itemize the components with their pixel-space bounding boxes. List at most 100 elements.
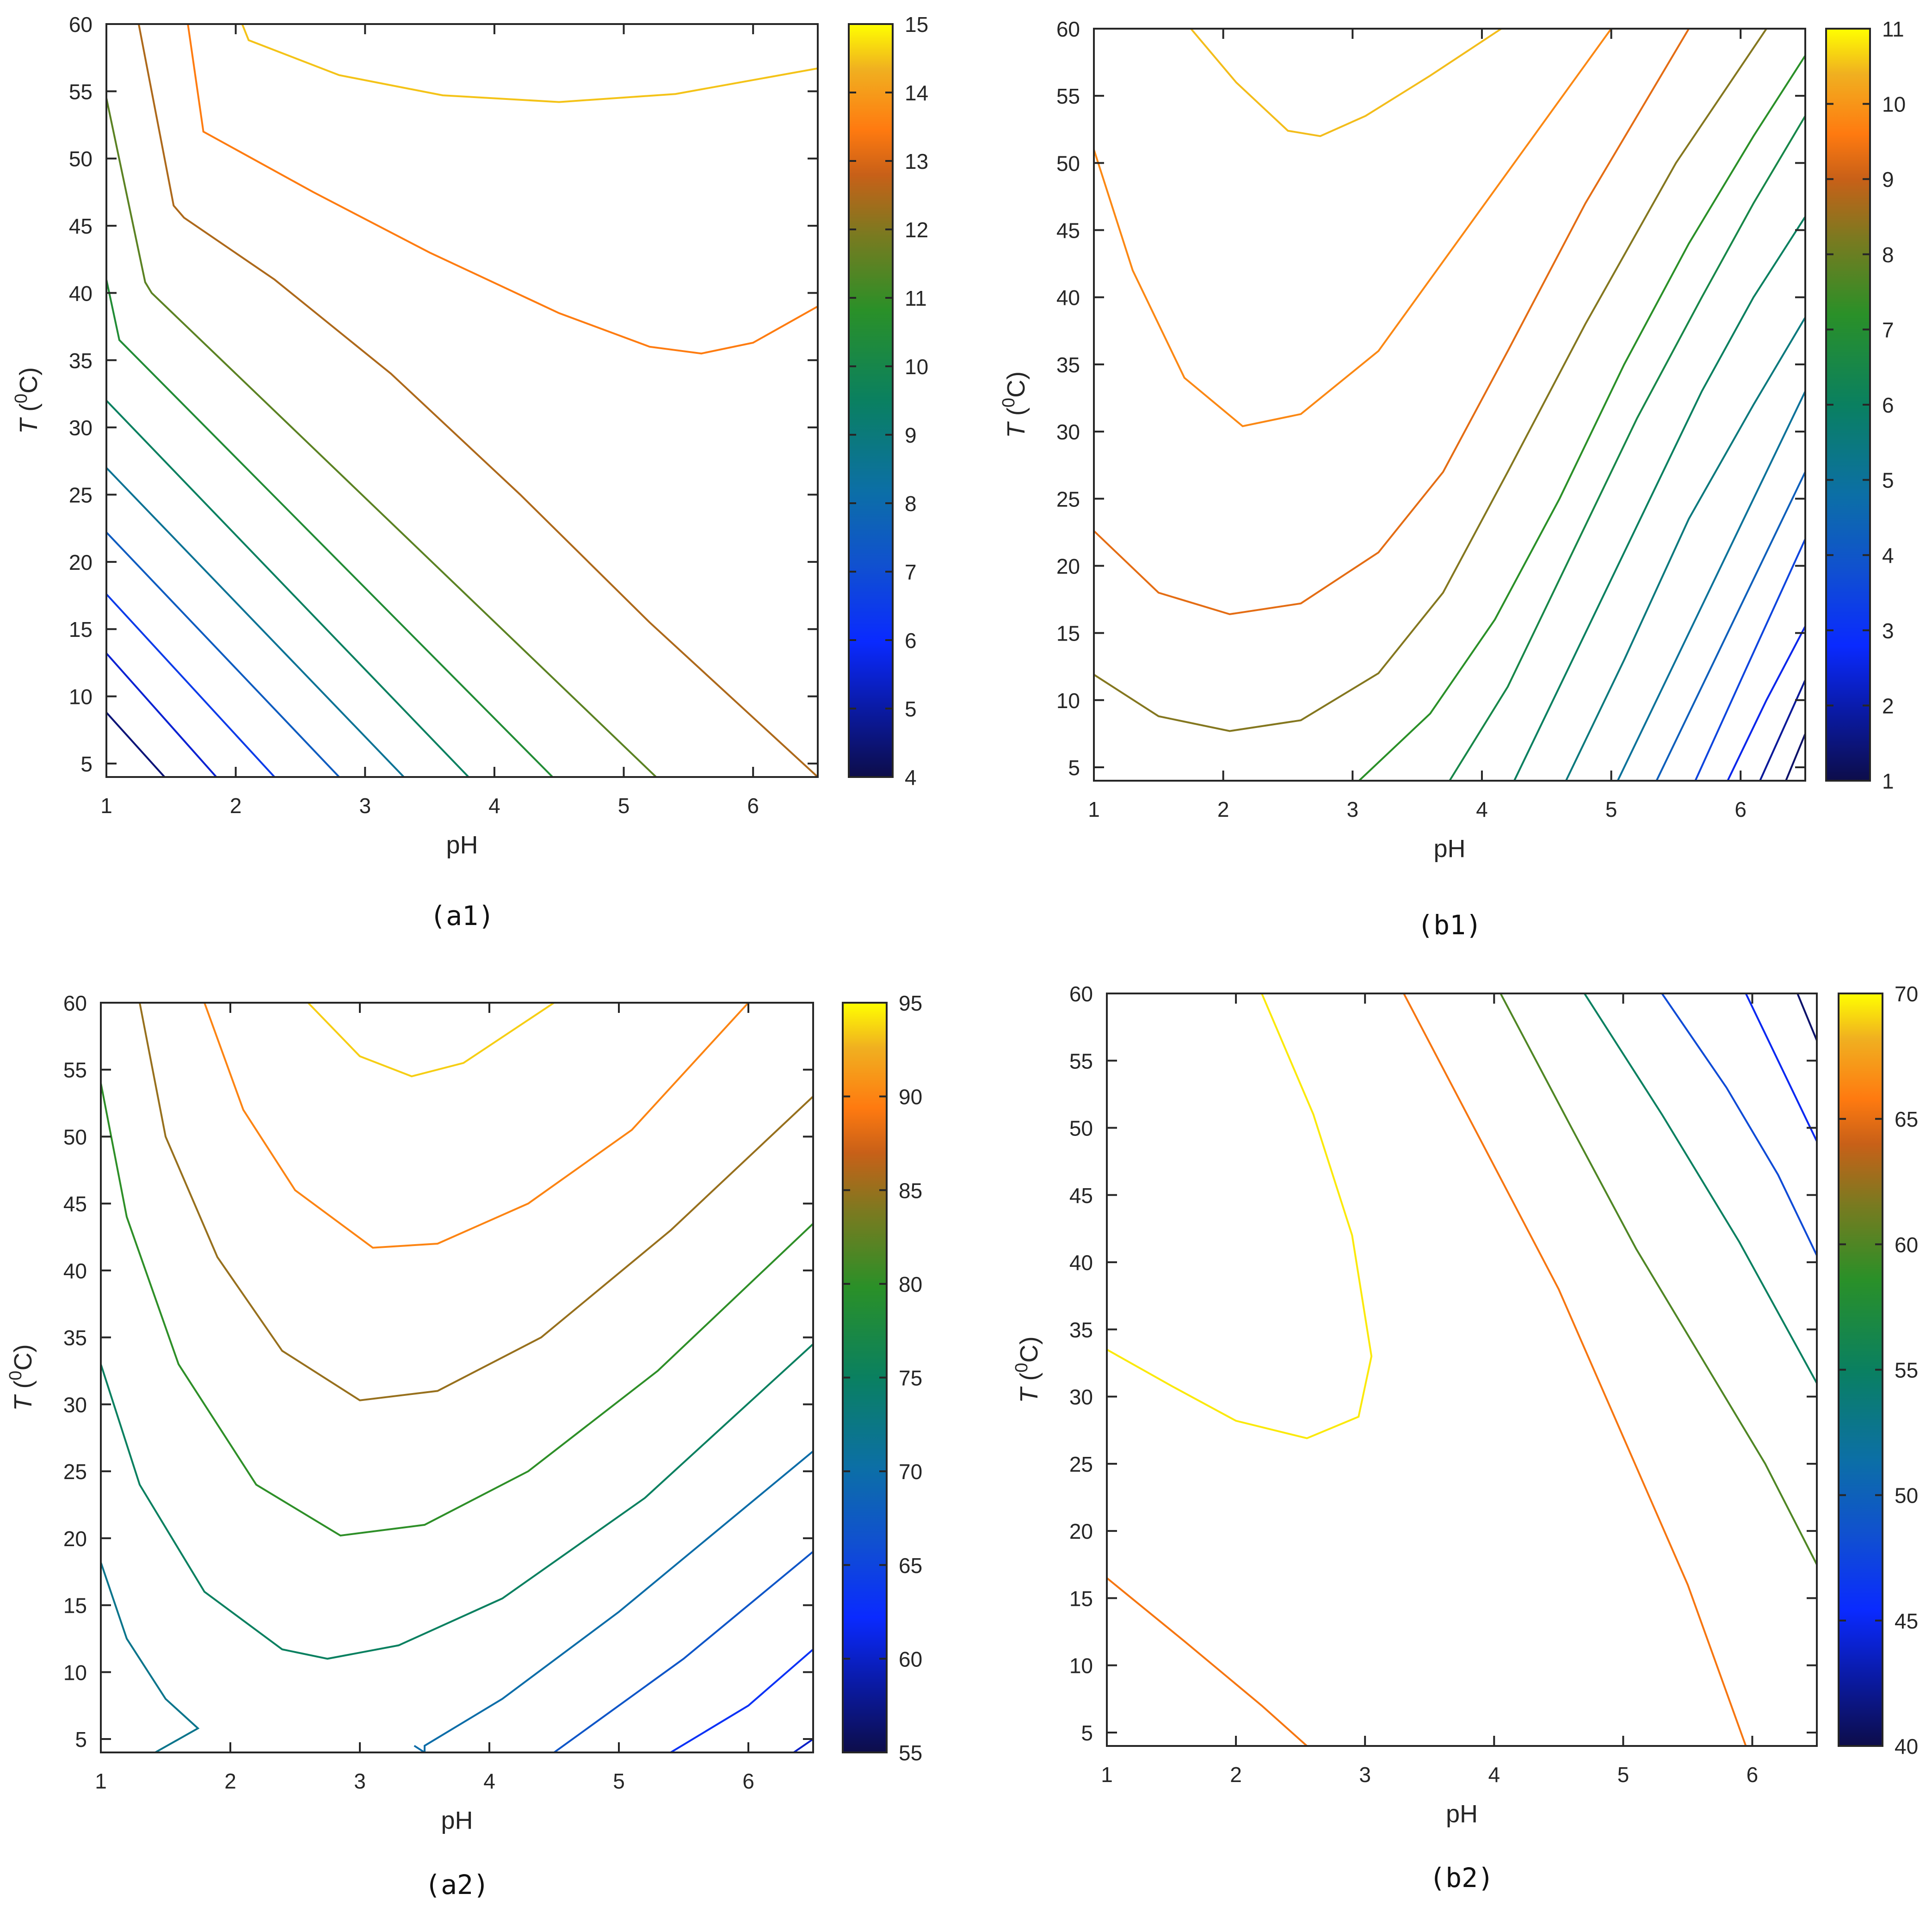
colorbar-tick-label: 8 [905,492,917,516]
x-tick-label: 6 [747,794,759,818]
x-tick-label: 5 [618,794,630,818]
colorbar-tick-label: 60 [1895,1233,1918,1257]
contour-line-1 [1403,993,1747,1746]
colorbar-tick-label: 4 [905,765,917,789]
colorbar-tick-label: 55 [1895,1358,1918,1382]
x-tick-label: 6 [742,1769,754,1793]
contour-line-2 [1094,29,1690,616]
colorbar-tick-label: 95 [899,991,922,1015]
contour-line-0 [106,712,166,777]
x-tick-label: 6 [1734,797,1747,821]
y-tick-label: 40 [1056,286,1080,310]
y-tick-label: 30 [69,416,93,440]
contour-line-12 [1759,679,1805,781]
colorbar-tick-label: 6 [905,629,917,653]
y-axis-label: T (0C) [999,371,1030,438]
y-tick-label: 40 [69,281,93,305]
colorbar-tick-label: 55 [899,1741,922,1765]
contour-line-9 [1655,471,1805,781]
y-tick-label: 50 [1069,1116,1093,1141]
y-tick-label: 20 [63,1527,87,1551]
colorbar-tick-label: 7 [1882,318,1894,342]
panel-caption: (b2) [1429,1862,1494,1893]
contour-line-7 [1796,993,1817,1041]
colorbar-tick-label: 75 [899,1366,922,1390]
colorbar-tick-label: 80 [899,1272,922,1296]
y-tick-label: 60 [1056,17,1080,41]
contour-line-5 [101,1562,200,1752]
x-tick-label: 2 [1217,797,1229,821]
colorbar-tick-label: 15 [905,12,928,37]
contour-line-4 [106,467,405,777]
y-tick-label: 5 [1068,756,1080,780]
y-axis-label: T (0C) [1012,1336,1043,1403]
contour-line-7 [1565,317,1805,781]
contour-line-4 [101,1343,813,1660]
colorbar-tick-label: 65 [899,1554,922,1578]
y-tick-label: 25 [1056,487,1080,511]
colorbar-tick-label: 50 [1895,1484,1918,1508]
colorbar-tick-label: 12 [905,218,928,242]
y-tick-label: 15 [69,617,93,641]
y-tick-label: 40 [1069,1251,1093,1275]
x-tick-label: 2 [224,1769,236,1793]
colorbar-tick-label: 85 [899,1178,922,1203]
y-tick-label: 15 [63,1594,87,1618]
x-axis-label: pH [441,1807,473,1834]
y-tick-label: 30 [1056,420,1080,444]
y-tick-label: 55 [1069,1049,1093,1073]
y-tick-label: 10 [1056,689,1080,713]
x-tick-label: 1 [1101,1763,1113,1787]
contour-line-3 [101,1083,813,1537]
x-tick-label: 4 [1488,1763,1500,1787]
colorbar-frame [848,23,894,778]
y-tick-label: 30 [63,1393,87,1417]
contour-line-2 [106,593,275,777]
x-tick-label: 3 [1346,797,1358,821]
y-tick-label: 30 [1069,1385,1093,1409]
y-tick-label: 50 [69,147,93,171]
y-axis-label: T (0C) [6,1344,37,1411]
x-tick-label: 1 [95,1769,107,1793]
colorbar-tick-label: 9 [1882,167,1894,191]
y-tick-label: 10 [1069,1654,1093,1678]
colorbar-tick-label: 40 [1895,1734,1918,1758]
x-tick-label: 4 [488,794,500,818]
y-tick-label: 45 [1069,1184,1093,1208]
contour-line-10 [1694,538,1805,781]
contour-line-5 [1449,115,1805,781]
x-tick-label: 5 [1605,797,1617,821]
y-tick-label: 60 [63,991,87,1015]
contour-line-6 [106,279,554,777]
contour-line-3 [1500,993,1817,1565]
plot-frame [105,23,819,778]
contour-line-4 [1358,55,1805,781]
colorbar-tick-label: 10 [905,355,928,379]
contour-line-5 [106,400,469,777]
contour-line-6 [414,1450,813,1752]
colorbar-tick-label: 8 [1882,243,1894,267]
contour-line-4 [1583,993,1817,1384]
x-tick-label: 1 [1088,797,1100,821]
contour-line-8 [670,1648,813,1752]
y-axis-label: T (0C) [12,367,43,434]
y-tick-label: 25 [69,483,93,507]
y-tick-label: 15 [1056,622,1080,646]
colorbar-tick-label: 11 [905,286,927,310]
colorbar-tick-label: 1 [1882,769,1894,793]
colorbar-tick-label: 11 [1882,17,1904,41]
x-tick-label: 5 [613,1769,625,1793]
y-tick-label: 35 [1069,1318,1093,1342]
x-tick-label: 2 [230,794,242,818]
contour-line-5 [1661,993,1817,1256]
x-tick-label: 3 [354,1769,366,1793]
y-tick-label: 45 [1056,219,1080,243]
y-tick-label: 50 [63,1125,87,1149]
x-tick-label: 5 [1617,1763,1630,1787]
contour-lines [1107,993,1817,1746]
y-tick-label: 10 [69,685,93,709]
y-tick-label: 20 [1069,1519,1093,1543]
colorbar-tick-label: 9 [905,423,917,447]
